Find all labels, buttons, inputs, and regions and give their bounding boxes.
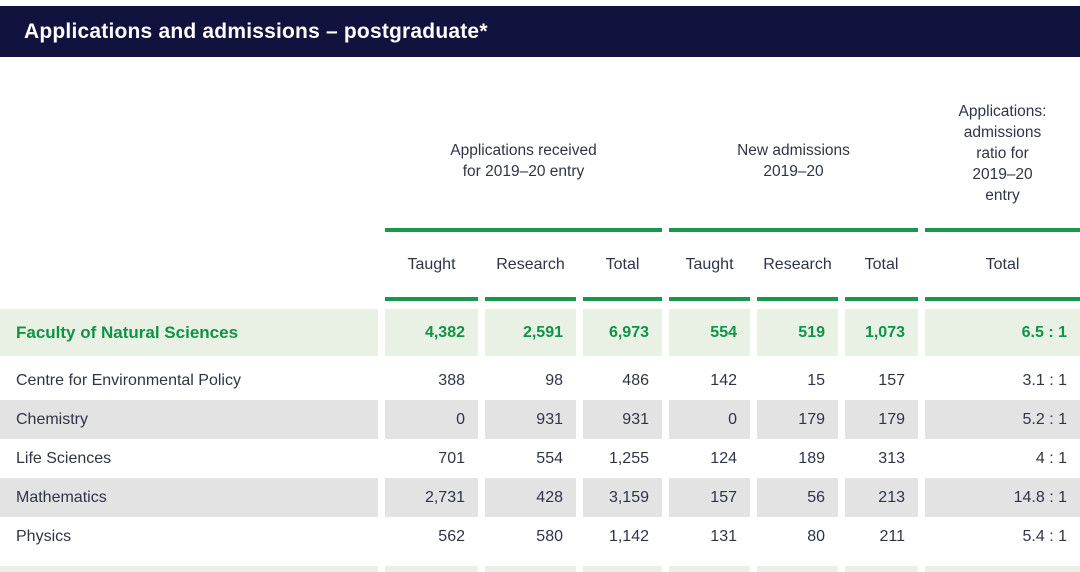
table-cell: 80 (807, 527, 825, 545)
group-header-line: for 2019–20 entry (462, 163, 585, 180)
table-row-label: Physics (16, 527, 72, 545)
table-cell: 554 (536, 449, 563, 467)
group-header-line: 2019–20 (763, 163, 824, 180)
next-row-partial-cell (583, 566, 662, 572)
column-header-research-2: Research (496, 255, 565, 273)
column-rule-3 (583, 297, 662, 301)
table-cell: 213 (845, 478, 918, 517)
table-row-label: Chemistry (0, 400, 378, 439)
table-cell: 388 (438, 371, 465, 389)
table-cell: 15 (807, 371, 825, 389)
next-row-partial-cell (0, 566, 378, 572)
table-cell: 428 (485, 478, 576, 517)
table-cell: 98 (545, 371, 563, 389)
table-row-label: Centre for Environmental Policy (16, 371, 241, 389)
table-cell: 4,382 (385, 309, 478, 356)
table-cell: 701 (438, 449, 465, 467)
table-cell: 131 (710, 527, 737, 545)
group-header-line: Applications received (450, 142, 597, 159)
group-header-line: Applications: (958, 103, 1047, 120)
table-cell: 3,159 (583, 478, 662, 517)
table-row-label: Mathematics (0, 478, 378, 517)
table-cell: 14.8 : 1 (925, 478, 1080, 517)
group-header-line: 2019–20 (972, 166, 1033, 183)
table-cell: 3.1 : 1 (1022, 371, 1067, 389)
next-row-partial-cell (485, 566, 576, 572)
column-header-total-3: Total (605, 255, 640, 273)
table-cell: 931 (583, 400, 662, 439)
group-header-applications-received: Applications received for 2019–20 entry (385, 57, 662, 228)
table-cell: 56 (757, 478, 838, 517)
next-row-partial-cell (669, 566, 750, 572)
column-rule-4 (669, 297, 750, 301)
next-row-partial-cell (757, 566, 838, 572)
table-cell: 5.4 : 1 (1022, 527, 1067, 545)
table-cell: 157 (878, 371, 905, 389)
column-rule-6 (845, 297, 918, 301)
table-cell: 2,731 (385, 478, 478, 517)
column-header-research-5: Research (763, 255, 832, 273)
table-cell: 0 (385, 400, 478, 439)
group-header-line: ratio for (976, 145, 1029, 162)
column-rule-5 (757, 297, 838, 301)
group-rule-3 (925, 228, 1080, 232)
next-row-partial-cell (925, 566, 1080, 572)
table-row-label: Faculty of Natural Sciences (0, 309, 378, 356)
group-rule-2 (669, 228, 918, 232)
table-cell: 189 (798, 449, 825, 467)
table-cell: 142 (710, 371, 737, 389)
table-cell: 179 (845, 400, 918, 439)
next-row-partial-cell (385, 566, 478, 572)
table-cell: 2,591 (485, 309, 576, 356)
table-cell: 5.2 : 1 (925, 400, 1080, 439)
table-cell: 179 (757, 400, 838, 439)
column-header-taught-4: Taught (685, 255, 734, 273)
column-header-taught-1: Taught (407, 255, 456, 273)
column-rule-2 (485, 297, 576, 301)
table-cell: 6.5 : 1 (925, 309, 1080, 356)
column-header-total-7: Total (985, 255, 1020, 273)
table-cell: 6,973 (583, 309, 662, 356)
group-rule-1 (385, 228, 662, 232)
group-header-line: entry (985, 187, 1020, 204)
table-cell: 1,142 (608, 527, 649, 545)
column-rule-1 (385, 297, 478, 301)
table-cell: 580 (536, 527, 563, 545)
title-bar: Applications and admissions – postgradua… (0, 6, 1080, 57)
table-cell: 124 (710, 449, 737, 467)
admissions-table: Applications received for 2019–20 entry Ne… (0, 57, 1080, 572)
group-header-line: New admissions (737, 142, 850, 159)
next-row-partial-cell (845, 566, 918, 572)
table-row-label: Life Sciences (16, 449, 112, 467)
table-cell: 157 (669, 478, 750, 517)
table-cell: 211 (879, 527, 905, 545)
group-header-new-admissions: New admissions 2019–20 (669, 57, 918, 228)
table-cell: 519 (757, 309, 838, 356)
column-rule-7 (925, 297, 1080, 301)
page-title: Applications and admissions – postgradua… (24, 19, 488, 43)
table-cell: 554 (669, 309, 750, 356)
table-cell: 486 (622, 371, 649, 389)
table-cell: 313 (878, 449, 905, 467)
column-header-total-6: Total (864, 255, 899, 273)
group-header-line: admissions (963, 124, 1042, 141)
group-header-applications-admissions-ratio: Applications: admissions ratio for 2019–20 e… (925, 57, 1080, 228)
table-cell: 931 (485, 400, 576, 439)
table-cell: 562 (438, 527, 465, 545)
table-cell: 1,255 (608, 449, 649, 467)
table-cell: 4 : 1 (1035, 449, 1067, 467)
table-cell: 0 (669, 400, 750, 439)
table-cell: 1,073 (845, 309, 918, 356)
